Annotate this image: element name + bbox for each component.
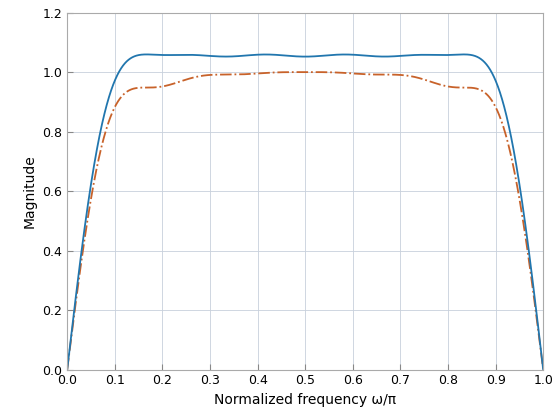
Y-axis label: Magnitude: Magnitude <box>23 154 37 228</box>
X-axis label: Normalized frequency ω/π: Normalized frequency ω/π <box>214 393 396 407</box>
